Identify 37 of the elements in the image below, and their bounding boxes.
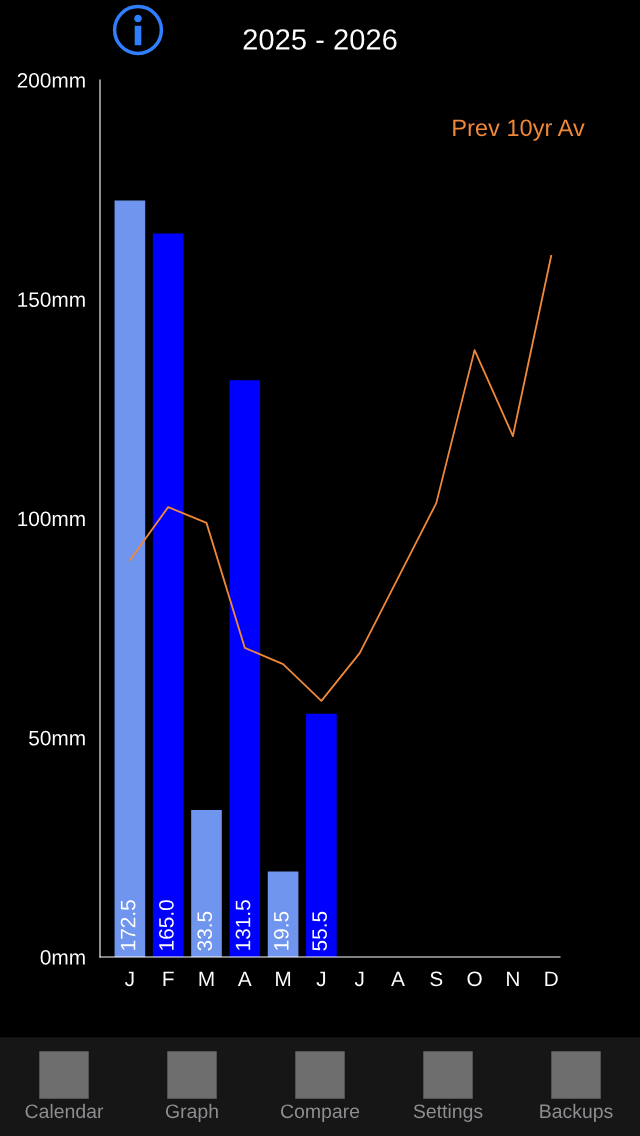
data-label: 165.0 [159,900,174,950]
text: Prev 10yr Av [453,119,585,141]
x-tick-label: D [545,971,558,986]
bar [229,380,261,957]
data-label: 55.5 [312,911,327,951]
chart-title: 2025 - 2026 [243,29,397,50]
x-tick-label: A [391,971,405,986]
line-series [128,254,553,702]
y-tick-label: 0mm [40,950,85,965]
data-label: 19.5 [273,911,289,950]
y-tick-label: 150mm [18,292,85,307]
bar [267,871,299,957]
text: Calendar [25,1103,104,1119]
text: Settings [413,1103,483,1122]
bar [114,200,146,957]
x-tick-label: M [199,971,214,986]
x-tick-label: J [124,971,134,987]
bar [306,713,337,957]
x-tick-label: S [430,971,443,987]
x-tick-label: O [467,971,482,987]
x-tick-label: M [276,971,291,986]
text: Graph [165,1103,218,1122]
y-tick-label: 100mm [18,511,85,527]
data-label: 131.5 [235,900,251,950]
text: Compare [281,1104,360,1122]
y-tick-label: 200mm [17,73,85,88]
x-tick-label: J [354,971,364,987]
text: Backups [540,1103,613,1122]
x-tick-label: F [163,971,174,986]
bar [152,233,184,957]
y-tick-label: 50mm [29,730,85,746]
x-tick-label: J [316,971,326,987]
bar [191,810,222,957]
data-label: 33.5 [197,911,213,951]
x-tick-label: N [507,971,519,986]
data-label: 172.5 [120,900,136,950]
x-tick-label: A [237,971,252,986]
